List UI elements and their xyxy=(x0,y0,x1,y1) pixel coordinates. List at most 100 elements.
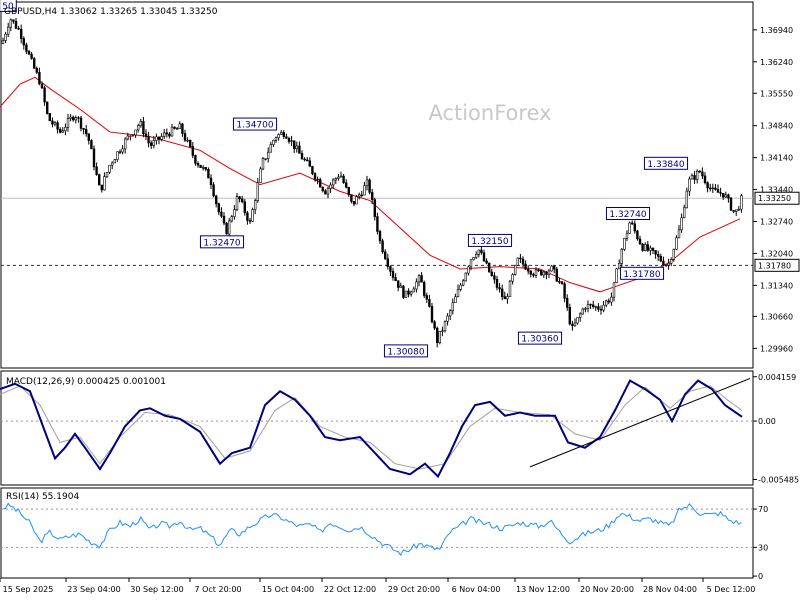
annotation-label: 1.31780 xyxy=(623,270,660,280)
candle xyxy=(360,190,363,198)
candle xyxy=(295,141,298,153)
candle-body xyxy=(12,19,15,22)
candle-body xyxy=(66,118,70,128)
candle-body xyxy=(316,178,319,181)
candle-body xyxy=(404,290,408,298)
price-tick-label: 1.32740 xyxy=(760,218,793,227)
candle-body xyxy=(215,195,218,205)
candle-body xyxy=(610,296,613,303)
candle-body xyxy=(194,155,197,164)
candle-body xyxy=(482,252,486,262)
candle xyxy=(111,161,114,170)
candle-body xyxy=(623,238,626,250)
candle xyxy=(428,294,431,308)
candle-body xyxy=(45,101,49,114)
candle-body xyxy=(714,187,717,190)
candle xyxy=(176,126,179,130)
candle-body xyxy=(118,151,122,153)
candle xyxy=(79,116,83,132)
candle xyxy=(602,300,605,313)
candle xyxy=(355,195,358,205)
time-tick-label: 28 Nov 04:00 xyxy=(643,585,697,594)
candle-body xyxy=(134,129,137,136)
candle-body xyxy=(656,254,660,257)
candle xyxy=(207,167,210,179)
candle-body xyxy=(355,196,358,205)
candle-body xyxy=(435,327,439,343)
candle-body xyxy=(511,274,514,282)
candle xyxy=(719,187,722,197)
candle-body xyxy=(477,249,480,255)
candle xyxy=(238,195,241,203)
macd-pane[interactable] xyxy=(0,370,754,486)
candle xyxy=(662,256,665,267)
support-price-label: 1.31780 xyxy=(758,261,791,270)
candle xyxy=(199,164,202,168)
candle xyxy=(381,238,384,254)
rsi-pane[interactable] xyxy=(0,487,754,579)
annotation-label: 1.32150 xyxy=(471,237,508,247)
candle-body xyxy=(685,190,689,209)
candle-body xyxy=(87,133,91,141)
candle-body xyxy=(251,209,254,222)
candle-body xyxy=(160,136,163,140)
candle xyxy=(61,127,65,133)
candle-body xyxy=(508,280,512,297)
candle-body xyxy=(339,175,343,178)
candle xyxy=(6,22,10,38)
candle xyxy=(435,326,439,348)
candle-body xyxy=(485,260,488,264)
candle xyxy=(183,129,187,142)
candle xyxy=(17,25,20,31)
candle-body xyxy=(14,21,18,29)
candle-body xyxy=(394,277,397,282)
candle xyxy=(529,270,533,278)
candle-body xyxy=(402,285,405,298)
candle xyxy=(477,249,480,258)
candle-body xyxy=(688,178,691,192)
candle-body xyxy=(620,249,624,264)
price-tick-label: 1.30660 xyxy=(760,312,793,321)
candle xyxy=(394,273,397,282)
candle xyxy=(368,178,371,195)
main-pane[interactable] xyxy=(0,1,754,369)
candle xyxy=(285,133,288,139)
candle xyxy=(560,280,564,285)
candle-body xyxy=(396,280,400,288)
candle xyxy=(137,123,140,133)
candle xyxy=(92,145,96,171)
candle-body xyxy=(407,290,410,295)
candle-body xyxy=(241,198,244,203)
candle-body xyxy=(500,288,504,297)
macd-signal-line xyxy=(0,385,743,470)
candle xyxy=(173,126,176,130)
candle xyxy=(139,118,142,128)
candle-body xyxy=(108,164,111,173)
candle xyxy=(711,183,715,194)
candle-body xyxy=(27,50,31,55)
candle xyxy=(532,272,535,278)
rsi-label: RSI(14) 55.1904 xyxy=(6,492,79,502)
candle xyxy=(342,174,345,184)
candle-body xyxy=(675,237,678,250)
candle-body xyxy=(732,209,735,212)
candle xyxy=(441,326,444,337)
candle xyxy=(461,279,465,287)
candle-body xyxy=(1,40,5,44)
candle xyxy=(706,181,709,193)
candle-body xyxy=(441,330,444,332)
price-annotation: 1.31780 xyxy=(619,266,665,280)
candle-body xyxy=(235,196,239,211)
candle-body xyxy=(238,196,241,200)
candle xyxy=(482,249,486,262)
candle-body xyxy=(209,177,213,186)
candle xyxy=(212,182,215,198)
candle-body xyxy=(220,211,223,217)
candle xyxy=(220,207,223,219)
macd-line xyxy=(0,379,743,479)
annotation-label: 1.30080 xyxy=(387,347,424,357)
candle xyxy=(45,101,49,115)
rsi-indicator: 70 30 0 xyxy=(1,502,768,581)
macd-tick-label: 0.00 xyxy=(758,417,776,426)
